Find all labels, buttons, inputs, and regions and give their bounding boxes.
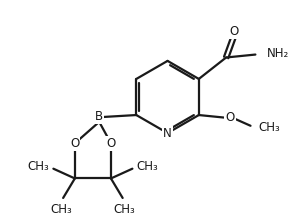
Text: CH₃: CH₃ — [136, 160, 158, 173]
Text: CH₃: CH₃ — [28, 160, 50, 173]
Text: NH₂: NH₂ — [267, 47, 290, 60]
Text: O: O — [106, 137, 116, 150]
Text: B: B — [95, 110, 103, 123]
Text: CH₃: CH₃ — [50, 203, 72, 216]
Text: O: O — [70, 137, 80, 150]
Text: CH₃: CH₃ — [114, 203, 136, 216]
Text: N: N — [163, 126, 172, 139]
Text: CH₃: CH₃ — [258, 121, 280, 134]
Text: O: O — [225, 112, 235, 125]
Text: O: O — [229, 25, 239, 38]
